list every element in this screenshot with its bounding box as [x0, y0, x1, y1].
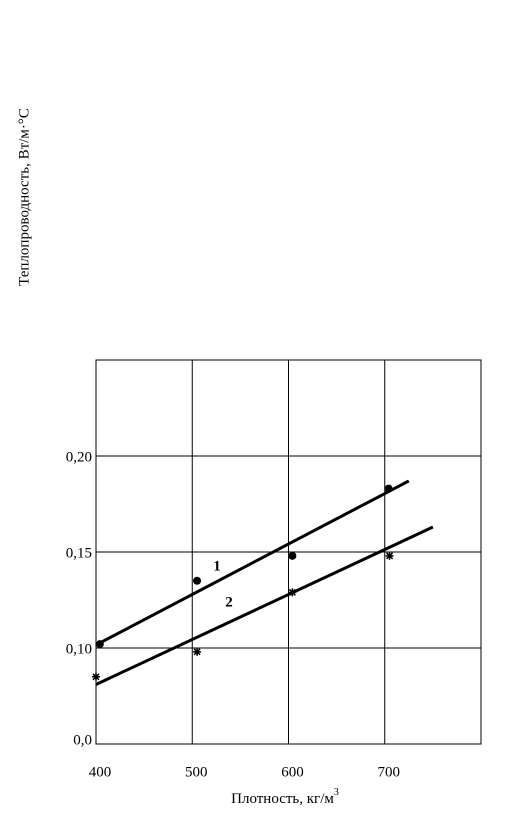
y-tick-label: 0,10 — [66, 641, 92, 657]
x-axis-label-sup: 3 — [334, 787, 339, 798]
y-axis-label: Теплопроводность, Вт/м·°С — [16, 108, 32, 286]
point — [385, 551, 394, 560]
point — [92, 672, 100, 681]
point — [193, 647, 202, 656]
point — [95, 640, 104, 649]
y-tick-label: 0,15 — [66, 545, 92, 561]
fit-line — [95, 525, 434, 686]
x-axis-label-text: Плотность, кг/м — [231, 791, 334, 807]
fit-line — [95, 479, 410, 647]
x-tick-label: 600 — [281, 764, 304, 780]
x-tick-label: 400 — [89, 764, 112, 780]
y-origin-label: 0,0 — [73, 732, 92, 748]
point — [193, 576, 202, 585]
point — [384, 484, 393, 493]
series-label: 1 — [213, 558, 221, 574]
y-tick-label: 0,20 — [66, 449, 92, 465]
point — [288, 588, 297, 597]
x-axis-label: Плотность, кг/м3 — [231, 787, 339, 807]
series-label: 2 — [225, 594, 233, 610]
point — [288, 551, 297, 560]
x-tick-label: 500 — [185, 764, 208, 780]
x-tick-label: 700 — [378, 764, 401, 780]
